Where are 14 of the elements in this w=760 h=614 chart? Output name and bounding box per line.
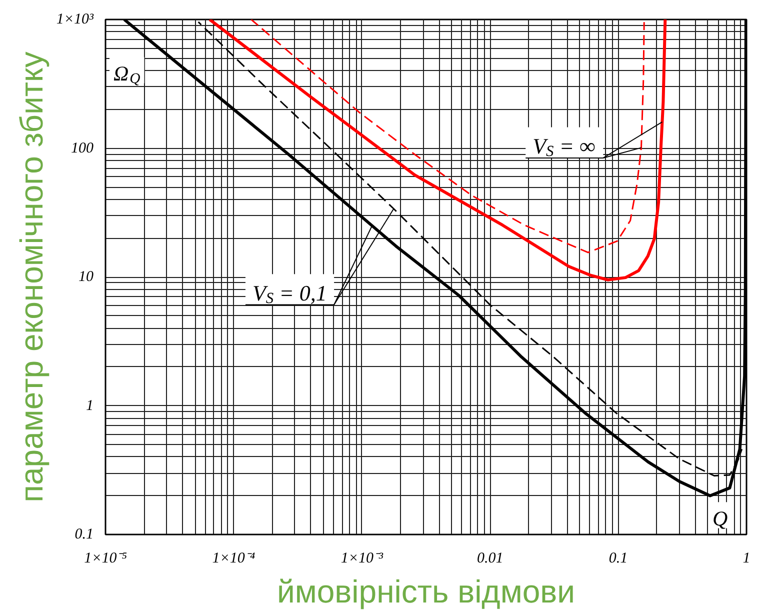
annotation: Q xyxy=(712,506,728,530)
x-tick-label: 1 xyxy=(742,550,750,566)
x-tick-label: 0.1 xyxy=(608,550,628,566)
x-tick-label: 1×10⁻⁴ xyxy=(212,550,256,566)
y-tick-label: 0.1 xyxy=(74,526,94,542)
y-axis-title: параметр економічного збитку xyxy=(13,52,50,502)
y-tick-label: 1 xyxy=(86,398,94,414)
y-tick-label: 10 xyxy=(78,269,94,285)
y-tick-label: 1×10³ xyxy=(56,12,94,28)
y-tick-label: 100 xyxy=(71,140,94,156)
x-tick-label: 1×10⁻⁵ xyxy=(84,550,127,566)
x-tick-label: 1×10⁻³ xyxy=(340,550,384,566)
x-tick-label: 0.01 xyxy=(476,550,504,566)
x-axis-title: ймовірність відмови xyxy=(276,574,576,610)
